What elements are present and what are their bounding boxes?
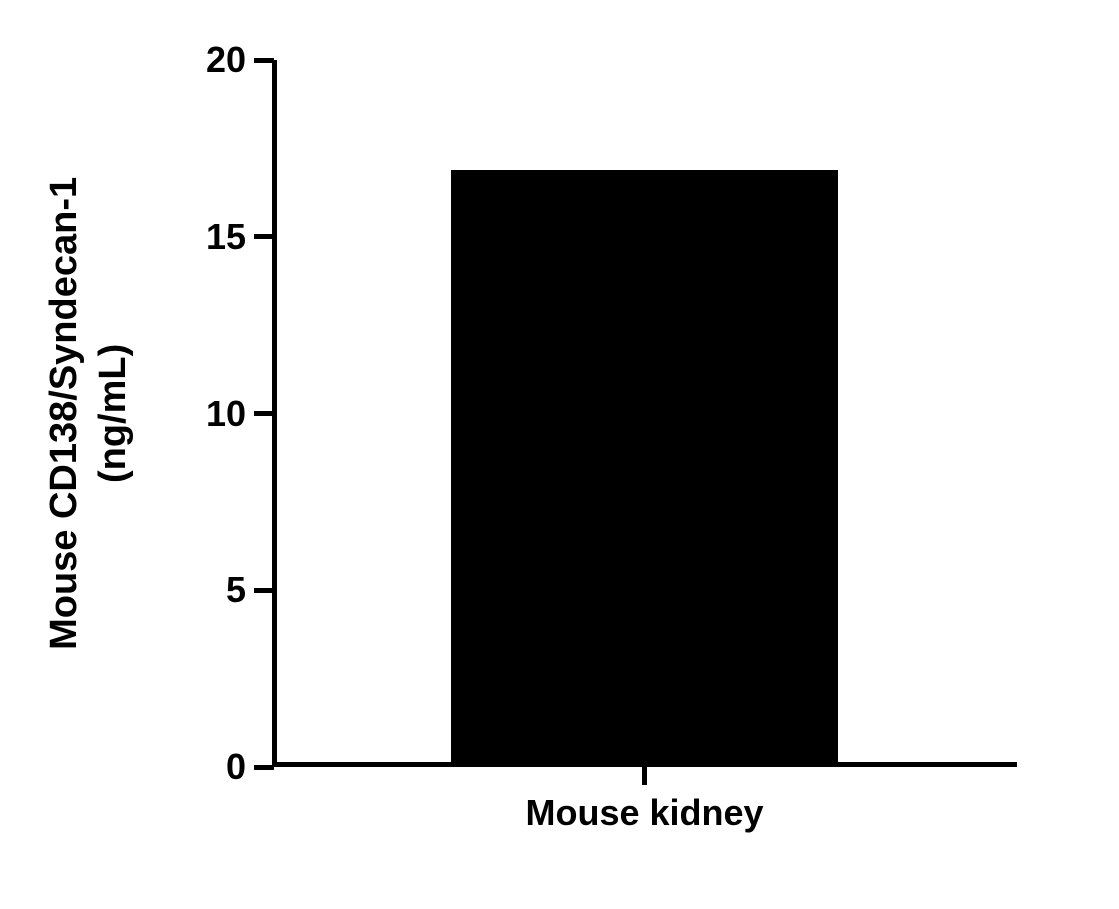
x-tick-label: Mouse kidney	[525, 792, 763, 834]
x-tick	[642, 765, 647, 785]
y-axis-label-container: Mouse CD138/Syndecan-1 (ng/mL)	[50, 60, 130, 767]
y-tick-label: 20	[206, 39, 246, 81]
y-tick-label: 10	[206, 393, 246, 435]
y-tick	[254, 765, 274, 770]
y-axis-label-line2: (ng/mL)	[93, 344, 135, 483]
y-tick	[254, 588, 274, 593]
y-tick	[254, 411, 274, 416]
y-tick-label: 0	[226, 746, 246, 788]
y-tick	[254, 58, 274, 63]
y-tick-label: 15	[206, 216, 246, 258]
y-tick	[254, 234, 274, 239]
y-axis-label: Mouse CD138/Syndecan-1 (ng/mL)	[41, 177, 140, 650]
y-axis-label-line1: Mouse CD138/Syndecan-1	[44, 177, 86, 650]
plot-area	[272, 60, 1017, 767]
bar	[451, 170, 838, 762]
chart-container: Mouse CD138/Syndecan-1 (ng/mL) 0 5 10 15 20 M…	[0, 0, 1119, 909]
y-tick-label: 5	[226, 569, 246, 611]
